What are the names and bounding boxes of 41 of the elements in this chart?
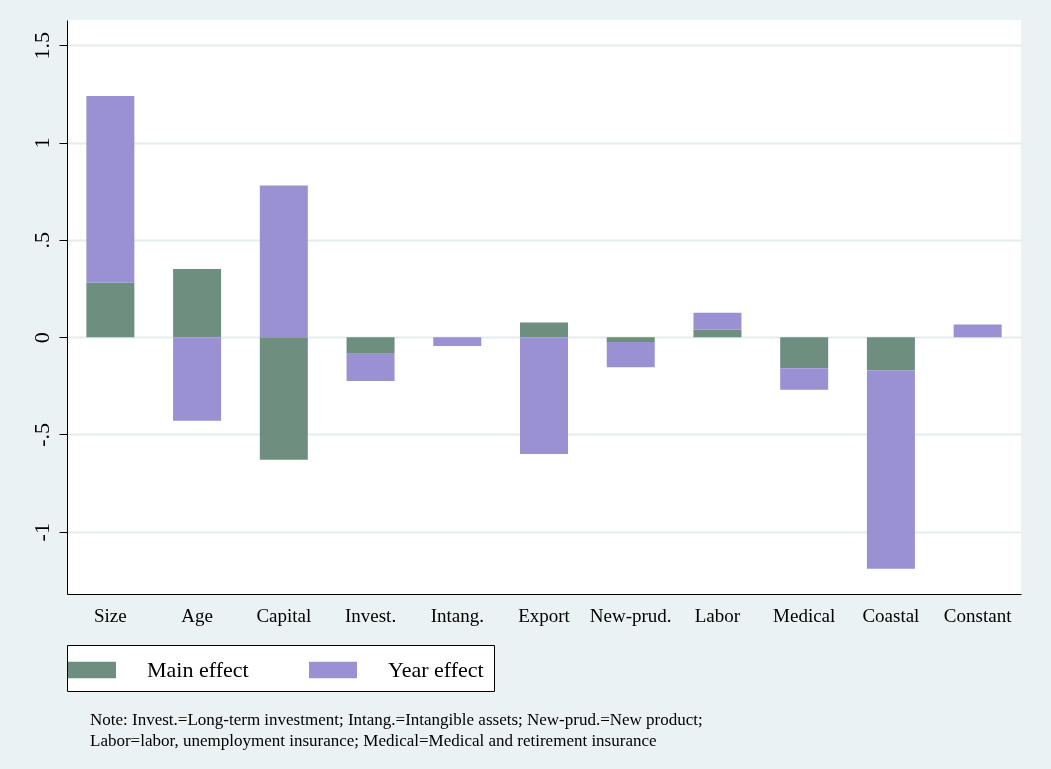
bar [693, 329, 742, 338]
bar [346, 353, 395, 381]
text: Note: Invest.=Long-term investment; Intang.=Intangible assets; New-prud.=New product; [90, 709, 703, 729]
bar [780, 368, 829, 390]
legend-label: Year effect [388, 657, 484, 682]
y-tick-label: 1.5 [28, 32, 54, 60]
bar [259, 185, 308, 338]
y-tick-label: -1 [28, 523, 54, 542]
x-tick-label: Medical [773, 604, 836, 626]
bar [86, 282, 135, 338]
bar [693, 312, 742, 330]
bar [866, 370, 915, 569]
x-tick-label: Size [94, 604, 127, 626]
bar [953, 324, 1002, 338]
x-tick-label: Coastal [862, 604, 920, 626]
bar [780, 337, 829, 369]
bar [520, 337, 568, 454]
x-tick-label: Labor [694, 604, 741, 626]
bar [346, 337, 395, 354]
bar [520, 322, 568, 338]
x-tick-label: Invest. [344, 604, 397, 626]
x-tick-label: Intang. [430, 604, 484, 626]
bar [173, 337, 222, 421]
bar [866, 337, 915, 371]
y-tick-label: .5 [28, 232, 54, 249]
x-tick-label: New-prud. [589, 604, 672, 626]
y-tick-label: 1 [28, 137, 54, 149]
x-tick-label: Age [181, 604, 213, 626]
x-tick-label: Export [518, 604, 571, 626]
bar [433, 337, 482, 346]
y-tick-label: 0 [28, 332, 54, 344]
bar [606, 342, 655, 368]
bar [259, 337, 308, 460]
text: Labor=labor, unemployment insurance; Medical=Medical and retirement insurance [90, 730, 657, 750]
legend-label: Main effect [147, 657, 249, 682]
bar [606, 337, 655, 343]
bar [86, 95, 135, 283]
y-tick-label: -.5 [28, 423, 54, 447]
x-tick-label: Capital [256, 604, 312, 626]
x-tick-label: Constant [943, 604, 1013, 626]
bar [173, 269, 222, 338]
